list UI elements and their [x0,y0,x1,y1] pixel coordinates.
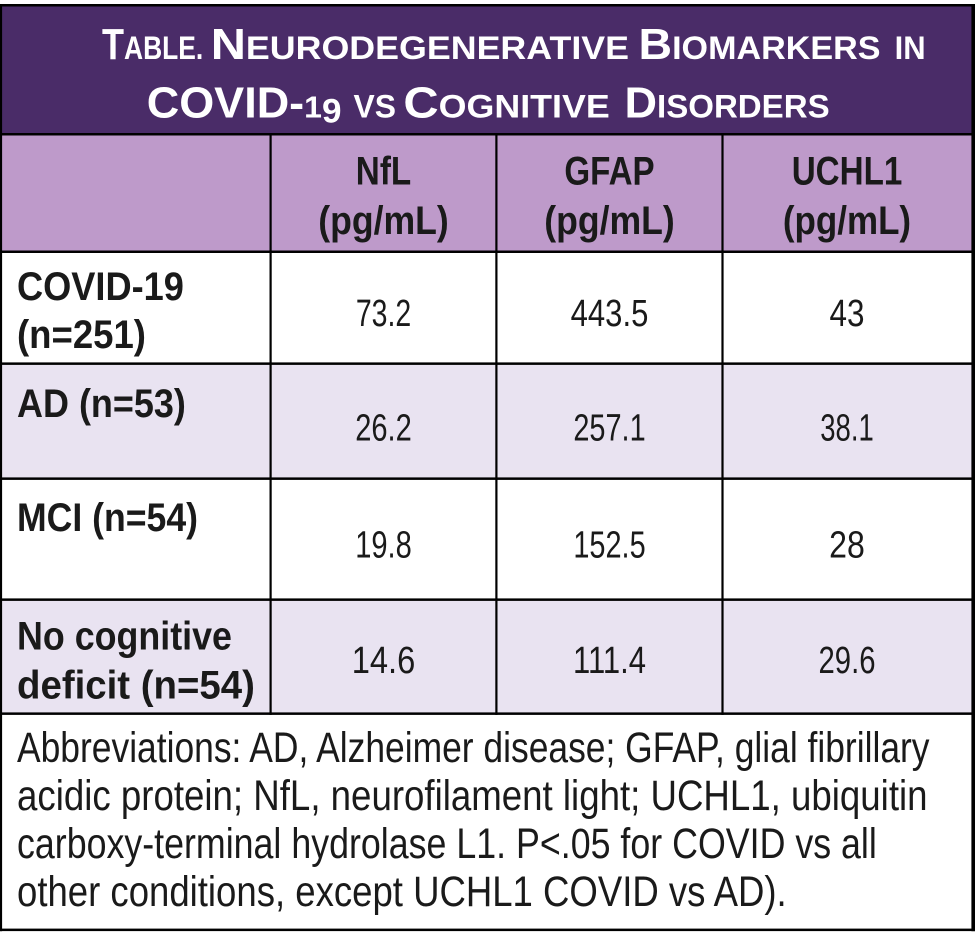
svg-text:NEURODEGENERATIVE: NEURODEGENERATIVE [211,19,629,68]
svg-text:(pg/mL): (pg/mL) [318,198,449,242]
svg-text:43: 43 [830,292,865,334]
svg-text:NfL: NfL [356,149,411,193]
svg-text:GFAP: GFAP [564,149,654,193]
svg-text:acidic protein; NfL, neurofila: acidic protein; NfL, neurofilament light… [17,772,928,819]
svg-text:COGNITIVE: COGNITIVE [403,78,609,127]
svg-text:19.8: 19.8 [355,524,412,567]
svg-text:14.6: 14.6 [352,639,416,682]
svg-text:29.6: 29.6 [819,639,876,682]
svg-text:Abbreviations: AD, Alzheimer d: Abbreviations: AD, Alzheimer disease; GF… [17,724,930,772]
svg-text:COVID-19: COVID-19 [17,264,184,309]
svg-text:(pg/mL): (pg/mL) [783,198,911,242]
svg-text:IN: IN [895,29,926,66]
svg-text:other conditions, except UCHL1: other conditions, except UCHL1 COVID vs … [17,868,787,915]
svg-text:AD (n=53): AD (n=53) [17,382,186,426]
svg-text:152.5: 152.5 [573,524,645,567]
svg-text:443.5: 443.5 [571,293,649,335]
svg-text:COVID-19: COVID-19 [147,79,342,130]
svg-text:DISORDERS: DISORDERS [625,79,830,127]
svg-text:(pg/mL): (pg/mL) [544,198,675,242]
svg-text:MCI (n=54): MCI (n=54) [17,496,198,540]
svg-text:26.2: 26.2 [355,407,412,450]
svg-text:carboxy-terminal hydrolase L1.: carboxy-terminal hydrolase L1. P<.05 for… [17,820,877,868]
svg-text:BIOMARKERS: BIOMARKERS [639,19,881,68]
svg-text:(n=251): (n=251) [17,313,146,358]
svg-text:No cognitive: No cognitive [17,615,232,659]
svg-text:VS: VS [354,88,396,124]
svg-text:73.2: 73.2 [356,293,411,335]
svg-text:UCHL1: UCHL1 [792,149,903,193]
svg-text:38.1: 38.1 [820,407,873,449]
svg-text:deficit (n=54): deficit (n=54) [17,664,255,708]
svg-text:28: 28 [829,524,865,566]
svg-text:TABLE.: TABLE. [102,21,203,69]
svg-text:111.4: 111.4 [573,640,646,682]
svg-text:257.1: 257.1 [573,407,645,450]
